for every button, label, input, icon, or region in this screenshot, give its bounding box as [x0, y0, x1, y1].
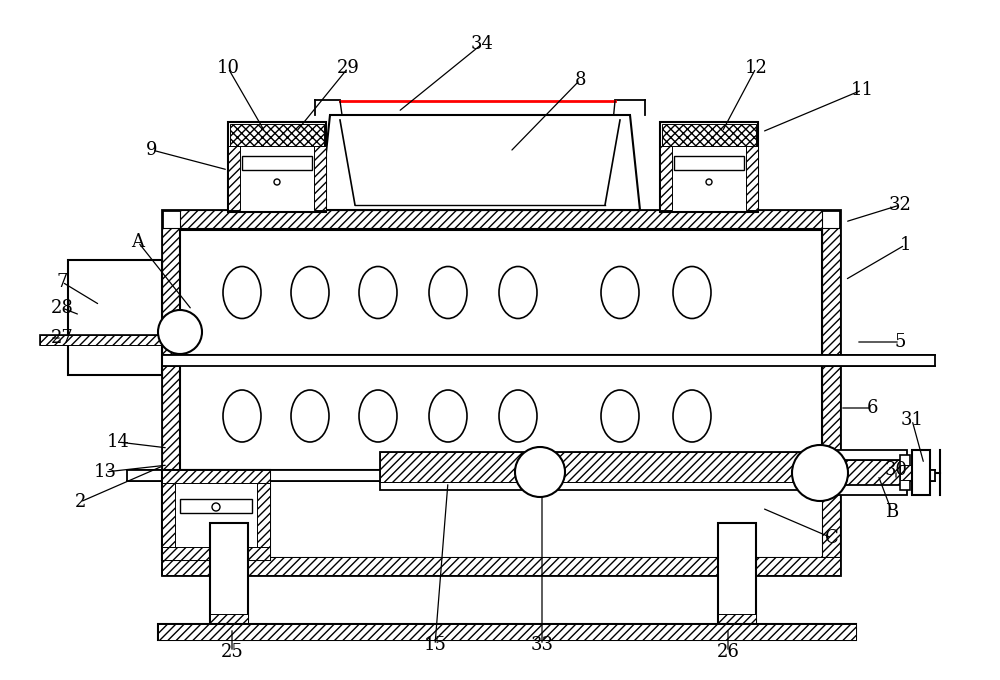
Text: 2: 2: [74, 493, 86, 511]
Text: 27: 27: [51, 329, 73, 347]
Bar: [158, 624, 856, 640]
Bar: [822, 460, 907, 485]
Bar: [127, 355, 935, 366]
Text: 8: 8: [574, 71, 586, 89]
Bar: [380, 452, 830, 482]
Ellipse shape: [499, 390, 537, 442]
Text: 28: 28: [51, 299, 73, 317]
Text: 29: 29: [337, 59, 359, 77]
Ellipse shape: [499, 267, 537, 318]
Bar: [257, 483, 270, 547]
Text: 26: 26: [717, 643, 739, 661]
Ellipse shape: [673, 390, 711, 442]
Circle shape: [515, 447, 565, 497]
Bar: [660, 122, 758, 212]
Text: 9: 9: [146, 141, 158, 159]
Ellipse shape: [291, 390, 329, 442]
Circle shape: [274, 179, 280, 185]
Text: C: C: [825, 529, 839, 547]
Bar: [718, 614, 756, 628]
Bar: [660, 146, 672, 210]
Bar: [162, 470, 270, 483]
Text: 10: 10: [216, 59, 240, 77]
Bar: [380, 452, 830, 490]
Text: A: A: [132, 233, 144, 251]
Text: 14: 14: [107, 433, 129, 451]
Ellipse shape: [601, 267, 639, 318]
Ellipse shape: [673, 267, 711, 318]
Text: 12: 12: [745, 59, 767, 77]
Circle shape: [212, 503, 220, 511]
Text: 15: 15: [424, 636, 446, 654]
Text: B: B: [885, 503, 899, 521]
Bar: [746, 146, 758, 210]
Bar: [230, 124, 324, 146]
Ellipse shape: [429, 390, 467, 442]
Text: 1: 1: [899, 236, 911, 254]
Bar: [180, 230, 822, 355]
Bar: [158, 624, 856, 640]
Ellipse shape: [223, 267, 261, 318]
Bar: [180, 557, 822, 575]
Bar: [162, 483, 175, 547]
Bar: [228, 146, 240, 210]
Bar: [900, 455, 910, 490]
Ellipse shape: [429, 267, 467, 318]
Text: 13: 13: [94, 463, 116, 481]
Text: 6: 6: [866, 399, 878, 417]
Circle shape: [158, 310, 202, 354]
Bar: [210, 614, 248, 628]
Text: 5: 5: [894, 333, 906, 351]
Bar: [127, 470, 935, 481]
Ellipse shape: [223, 390, 261, 442]
Bar: [210, 523, 248, 628]
Text: 25: 25: [221, 643, 243, 661]
Bar: [900, 465, 920, 480]
Bar: [674, 156, 744, 170]
Bar: [68, 260, 162, 375]
Text: 30: 30: [885, 461, 908, 479]
Bar: [180, 362, 822, 470]
Text: 32: 32: [889, 196, 911, 214]
Bar: [162, 228, 180, 557]
Bar: [162, 557, 840, 575]
Ellipse shape: [601, 390, 639, 442]
Bar: [40, 335, 170, 345]
Bar: [822, 485, 907, 495]
Bar: [162, 547, 270, 560]
Bar: [822, 460, 907, 485]
Bar: [822, 450, 907, 460]
Bar: [662, 124, 756, 146]
Bar: [40, 335, 170, 345]
Bar: [162, 470, 270, 560]
Bar: [912, 450, 930, 495]
Bar: [242, 156, 312, 170]
Bar: [162, 563, 840, 575]
Polygon shape: [320, 115, 640, 210]
Bar: [180, 499, 252, 513]
Bar: [380, 452, 830, 482]
Bar: [822, 228, 840, 557]
Circle shape: [706, 179, 712, 185]
Text: 33: 33: [530, 636, 554, 654]
Text: 7: 7: [56, 273, 68, 291]
Bar: [228, 122, 326, 212]
Ellipse shape: [359, 267, 397, 318]
Text: 31: 31: [900, 411, 924, 429]
Bar: [162, 210, 840, 575]
Text: 34: 34: [471, 35, 493, 53]
Text: 11: 11: [850, 81, 874, 99]
Bar: [180, 210, 822, 228]
Bar: [314, 146, 326, 210]
Circle shape: [792, 445, 848, 501]
Ellipse shape: [291, 267, 329, 318]
Ellipse shape: [359, 390, 397, 442]
Bar: [718, 523, 756, 628]
